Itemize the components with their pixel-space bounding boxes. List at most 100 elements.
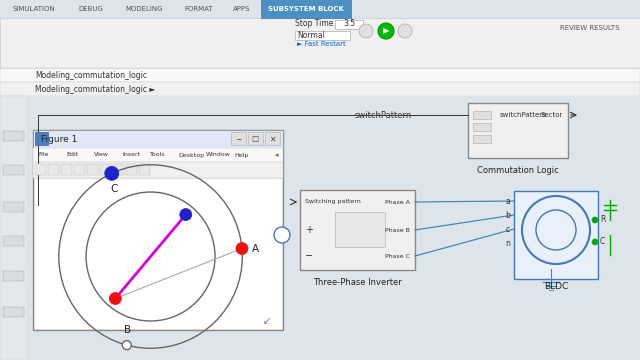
Bar	[33, 148, 283, 162]
Bar	[28, 96, 640, 360]
Text: switchPattern: switchPattern	[355, 112, 412, 121]
Bar	[100, 164, 111, 175]
Text: Switching pattern: Switching pattern	[305, 199, 361, 204]
Text: DEBUG: DEBUG	[78, 6, 103, 12]
Text: B: B	[124, 325, 131, 335]
Bar	[33, 130, 283, 148]
Text: ↙: ↙	[263, 316, 271, 326]
Bar	[3, 165, 24, 175]
Bar	[248, 132, 263, 145]
Text: REVIEW RESULTS: REVIEW RESULTS	[560, 25, 620, 31]
Bar	[473, 123, 491, 131]
Bar	[74, 164, 85, 175]
Bar	[33, 162, 283, 178]
Text: A: A	[252, 243, 259, 253]
Text: APPS: APPS	[234, 6, 251, 12]
Text: File: File	[38, 153, 49, 158]
Circle shape	[105, 166, 119, 180]
Text: SIMULATION: SIMULATION	[13, 6, 55, 12]
Text: BLDC: BLDC	[544, 282, 568, 291]
Text: switchPattern: switchPattern	[500, 112, 547, 118]
Text: 3.5: 3.5	[343, 19, 355, 28]
Bar	[34, 178, 282, 329]
Bar	[0, 68, 640, 82]
Bar	[0, 0, 640, 18]
Text: ─: ─	[236, 135, 240, 144]
Circle shape	[592, 239, 598, 245]
Text: Figure 1: Figure 1	[41, 135, 77, 144]
Text: Phase B: Phase B	[385, 228, 410, 233]
Bar	[473, 111, 491, 119]
Bar	[335, 212, 385, 247]
Text: Modeling_commutation_logic: Modeling_commutation_logic	[35, 71, 147, 80]
Text: R: R	[600, 216, 605, 225]
Bar	[33, 130, 283, 330]
Circle shape	[359, 24, 373, 38]
Text: Sector: Sector	[541, 112, 563, 118]
Text: Normal: Normal	[297, 31, 325, 40]
Bar	[35, 164, 46, 175]
Bar	[265, 132, 280, 145]
Bar	[295, 31, 350, 40]
Bar	[468, 103, 568, 158]
Text: Stop Time: Stop Time	[295, 19, 333, 28]
Text: Tools: Tools	[150, 153, 166, 158]
Bar	[113, 164, 124, 175]
Bar	[0, 18, 640, 68]
Text: C: C	[600, 238, 605, 247]
Text: MODELING: MODELING	[125, 6, 163, 12]
Circle shape	[109, 293, 122, 305]
Bar	[473, 135, 491, 143]
Text: −: −	[305, 251, 313, 261]
Circle shape	[592, 217, 598, 223]
Text: ✕: ✕	[269, 135, 275, 144]
Bar	[300, 190, 415, 270]
Text: Help: Help	[234, 153, 248, 158]
Text: SUBSYSTEM BLOCK: SUBSYSTEM BLOCK	[268, 6, 344, 12]
Bar	[261, 0, 351, 18]
Circle shape	[378, 23, 394, 39]
Bar	[3, 307, 24, 318]
Circle shape	[379, 24, 393, 38]
Text: ◂: ◂	[275, 152, 278, 158]
Text: Three-Phase Inverter: Three-Phase Inverter	[313, 278, 402, 287]
Bar	[126, 164, 137, 175]
Text: Insert: Insert	[122, 153, 140, 158]
Circle shape	[398, 24, 412, 38]
Text: Phase A: Phase A	[385, 199, 410, 204]
Bar	[335, 20, 363, 29]
Text: n: n	[505, 238, 510, 248]
Text: Modeling_commutation_logic ►: Modeling_commutation_logic ►	[35, 85, 156, 94]
Bar	[3, 270, 24, 280]
Bar	[3, 202, 24, 212]
Text: C: C	[110, 184, 118, 194]
Bar	[48, 164, 59, 175]
Circle shape	[236, 243, 248, 255]
Text: a: a	[505, 197, 510, 206]
Circle shape	[122, 341, 131, 350]
Text: +: +	[305, 225, 313, 235]
Text: FORMAT: FORMAT	[185, 6, 213, 12]
Text: ▶: ▶	[383, 27, 389, 36]
Bar	[61, 164, 72, 175]
Text: c: c	[506, 225, 510, 234]
Bar	[87, 164, 98, 175]
Text: Edit: Edit	[66, 153, 78, 158]
Bar	[3, 131, 24, 141]
Text: b: b	[505, 211, 510, 220]
Circle shape	[180, 208, 192, 221]
Text: □: □	[252, 135, 259, 144]
Circle shape	[274, 227, 290, 243]
Text: Window: Window	[206, 153, 231, 158]
Bar	[514, 191, 598, 279]
Bar	[35, 132, 48, 145]
Text: View: View	[94, 153, 109, 158]
Bar	[3, 236, 24, 246]
Text: Phase C: Phase C	[385, 253, 410, 258]
Bar	[139, 164, 150, 175]
Bar	[0, 82, 640, 96]
Text: ► Fast Restart: ► Fast Restart	[297, 41, 346, 47]
Text: Desktop: Desktop	[178, 153, 204, 158]
Bar	[0, 96, 28, 360]
Bar	[231, 132, 246, 145]
